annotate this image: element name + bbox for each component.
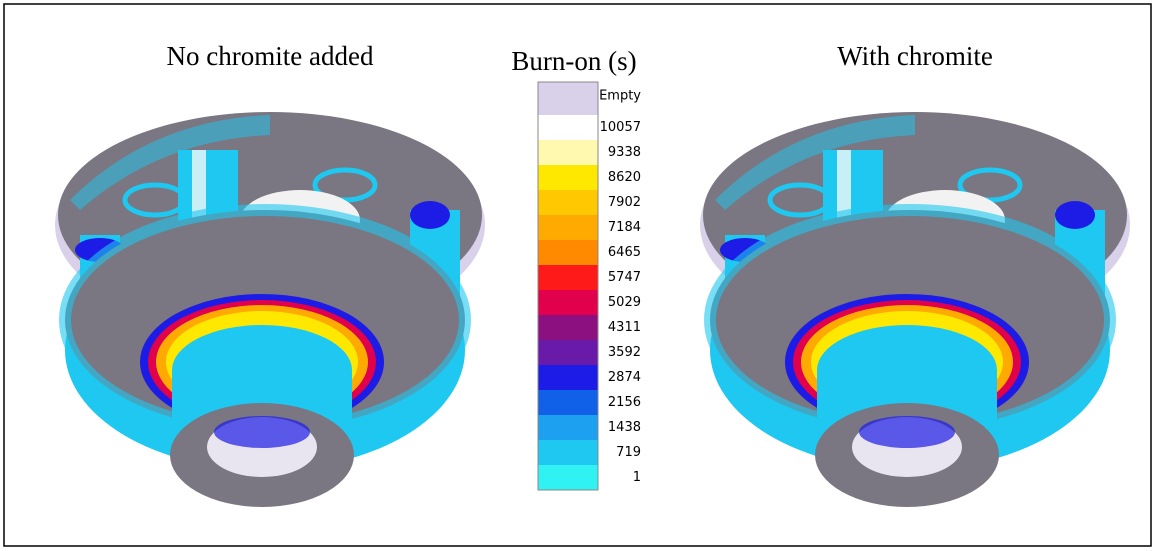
legend-title: Burn-on (s) (511, 46, 636, 76)
legend-swatch (538, 465, 598, 490)
figure: No chromite added With chromite Burn-on … (0, 0, 1156, 551)
legend-swatch (538, 415, 598, 440)
casting-render (55, 112, 485, 507)
legend-swatch (538, 315, 598, 340)
legend-label: 5747 (608, 270, 641, 285)
legend-swatch (538, 290, 598, 315)
legend-label: 8620 (608, 170, 641, 185)
legend-label: 719 (616, 445, 641, 460)
legend-label: 2874 (608, 370, 641, 385)
legend-label: 3592 (608, 345, 641, 360)
legend-label: 9338 (608, 145, 641, 160)
legend-label: 7902 (608, 195, 641, 210)
legend-label: 4311 (608, 320, 641, 335)
legend-label: 10057 (600, 120, 641, 135)
panel-title: No chromite added (167, 41, 374, 71)
legend-swatch (538, 240, 598, 265)
legend-swatch (538, 215, 598, 240)
legend-swatch (538, 265, 598, 290)
legend-swatch (538, 165, 598, 190)
legend-label: 6465 (608, 245, 641, 260)
legend-swatch (538, 82, 598, 115)
legend-swatch (538, 390, 598, 415)
legend-swatch (538, 190, 598, 215)
legend-swatch (538, 115, 598, 140)
panel-title: With chromite (837, 41, 993, 71)
legend-label: 5029 (608, 295, 641, 310)
legend-label: 7184 (608, 220, 641, 235)
legend-swatch (538, 340, 598, 365)
legend-label: 1 (633, 470, 641, 485)
legend: Empty 10057 9338 8620 7902 7184 6465 5747 5029 43… (538, 82, 641, 490)
casting-render (700, 112, 1130, 507)
legend-label: 1438 (608, 420, 641, 435)
legend-label: 2156 (608, 395, 641, 410)
legend-swatch (538, 440, 598, 465)
legend-swatch (538, 365, 598, 390)
legend-label: Empty (599, 89, 641, 104)
legend-swatch (538, 140, 598, 165)
